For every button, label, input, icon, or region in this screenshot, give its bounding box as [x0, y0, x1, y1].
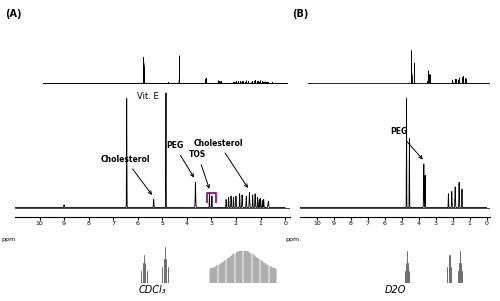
Text: ppm: ppm	[1, 237, 15, 242]
Text: CDCl₃: CDCl₃	[138, 285, 166, 295]
Text: Vit. E: Vit. E	[138, 92, 159, 101]
Text: (A): (A)	[5, 9, 21, 19]
Text: PEG: PEG	[390, 127, 422, 159]
Text: D2O: D2O	[384, 285, 406, 295]
Text: ppm: ppm	[286, 237, 300, 242]
Text: TOS: TOS	[190, 150, 210, 188]
Text: (B): (B)	[292, 9, 309, 19]
Text: Cholesterol: Cholesterol	[194, 139, 248, 187]
Text: Cholesterol: Cholesterol	[100, 155, 152, 194]
Text: PEG: PEG	[166, 141, 194, 177]
